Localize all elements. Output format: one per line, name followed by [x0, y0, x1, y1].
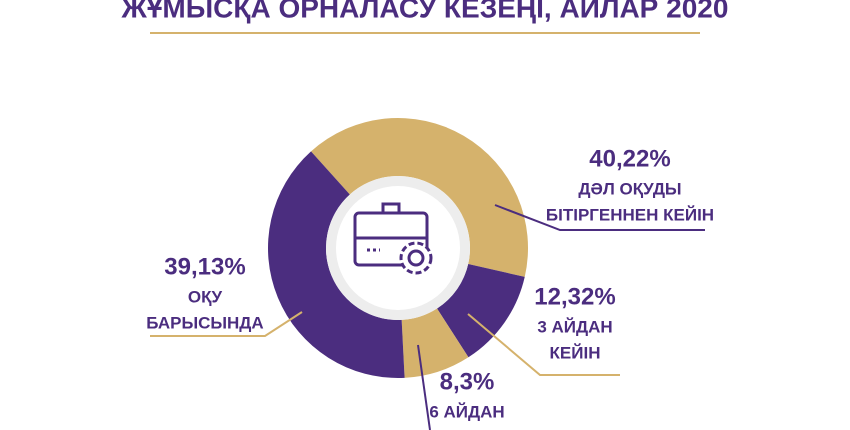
value-label: 39,13%	[164, 253, 245, 280]
leader-line	[417, 344, 431, 430]
leader-line	[494, 204, 705, 231]
category-label: 3 АЙДАН	[537, 317, 612, 336]
leader-line	[467, 313, 620, 376]
slice	[437, 263, 525, 358]
category-label: БАРЫСЫНДА	[146, 313, 263, 332]
value-label: 8,3%	[440, 368, 495, 395]
leader-line	[150, 311, 303, 337]
category-label: 6 АЙДАН	[429, 402, 504, 421]
inner-circle	[336, 186, 460, 310]
category-label: ОҚУ	[188, 287, 223, 306]
donut	[268, 118, 528, 379]
category-label: КЕЙІН	[550, 343, 601, 362]
slice	[311, 118, 528, 277]
category-label: ДӘЛ ОҚУДЫ	[578, 179, 681, 198]
slice	[401, 308, 469, 378]
value-label: 12,32%	[534, 283, 615, 310]
value-label: 40,22%	[589, 145, 670, 172]
briefcase-icon	[353, 202, 433, 275]
slice	[268, 151, 405, 379]
chart-title: ЖҰМЫСҚА ОРНАЛАСУ КЕЗЕҢІ, АЙЛАР 2020	[121, 0, 729, 23]
category-label: БІТІРГЕННЕН КЕЙІН	[546, 205, 714, 224]
